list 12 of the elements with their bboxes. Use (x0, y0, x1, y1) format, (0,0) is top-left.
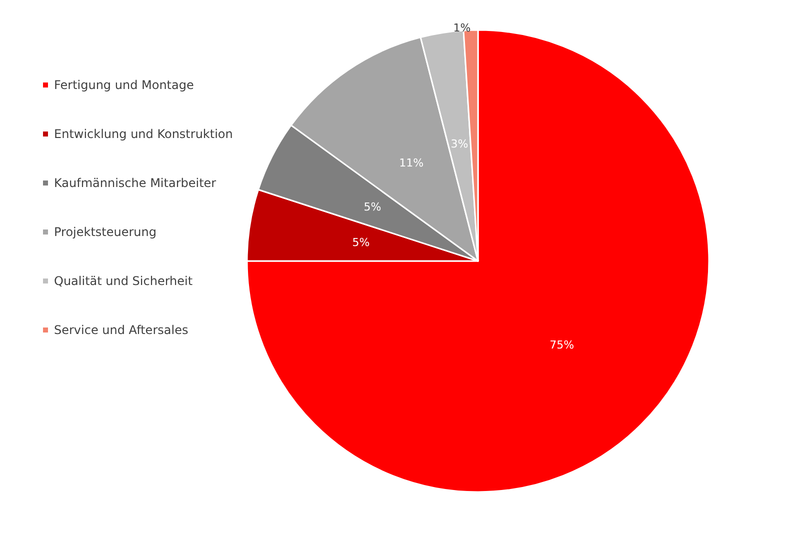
data-label: 75% (550, 338, 574, 352)
data-label: 5% (364, 200, 382, 214)
legend-label: Qualität und Sicherheit (54, 274, 193, 288)
legend-label: Entwicklung und Konstruktion (54, 127, 233, 141)
legend-label: Projektsteuerung (54, 225, 156, 239)
legend-label: Kaufmännische Mitarbeiter (54, 176, 216, 190)
legend-label: Fertigung und Montage (54, 78, 194, 92)
data-label: 5% (352, 236, 370, 249)
data-label: 3% (450, 137, 468, 150)
data-label: 11% (399, 156, 424, 170)
data-label: 1% (453, 22, 471, 35)
legend-label: Service und Aftersales (54, 323, 188, 337)
